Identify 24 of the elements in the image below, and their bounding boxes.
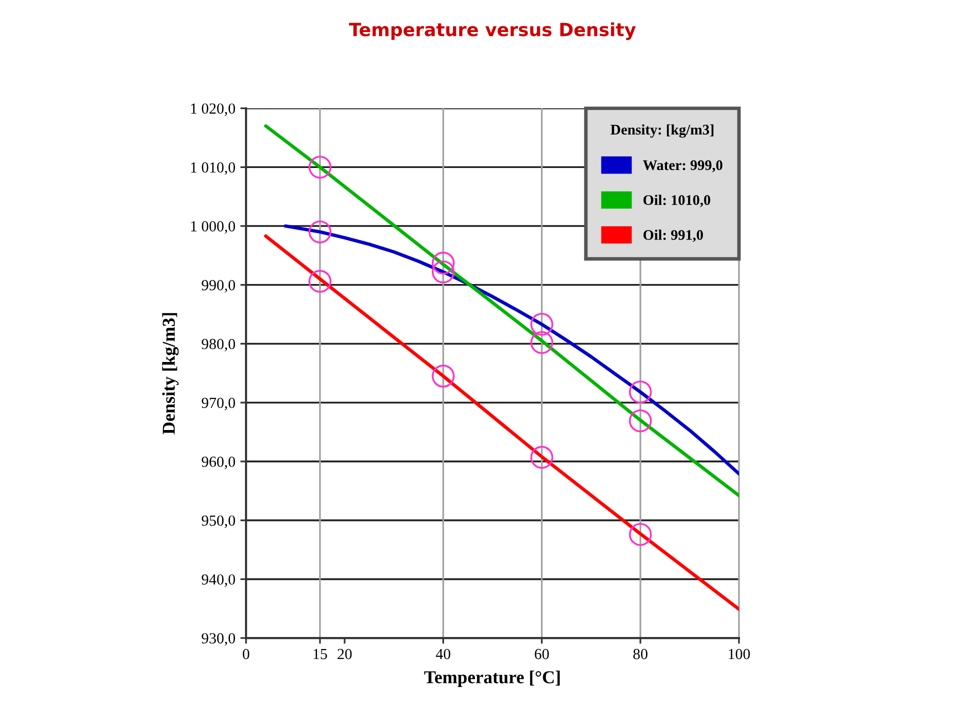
y-axis-title: Density [kg/m3] (162, 313, 179, 434)
y-tick-label: 1 000,0 (191, 221, 236, 234)
x-axis-title: Temperature [°C] (424, 670, 560, 688)
legend-label: Oil: 991,0 (643, 230, 703, 242)
legend-title: Density: [kg/m3] (610, 124, 714, 138)
y-tick-label: 940,0 (202, 574, 236, 587)
y-tick-label: 930,0 (202, 633, 236, 646)
y-tick-label: 970,0 (202, 398, 236, 410)
y-tick-label: 1 010,0 (191, 162, 236, 175)
y-tick-label: 960,0 (202, 456, 236, 470)
x-tick-label: 60 (534, 648, 549, 660)
x-tick-label: 100 (728, 648, 750, 660)
chart-title: Temperature versus Density (349, 22, 636, 40)
y-tick-label: 950,0 (202, 515, 236, 528)
x-tick-label: 40 (436, 648, 450, 660)
legend-label: Oil: 1010,0 (643, 194, 710, 208)
legend-label: Water: 999,0 (642, 160, 722, 172)
x-tick-label: 0 (242, 648, 250, 660)
y-tick-label: 1 020,0 (191, 103, 236, 116)
y-tick-label: 980,0 (202, 338, 236, 352)
x-tick-label: 20 (338, 648, 352, 660)
x-tick-label: 15 (314, 648, 328, 660)
x-tick-label: 80 (633, 648, 648, 660)
y-tick-label: 990,0 (202, 280, 236, 293)
